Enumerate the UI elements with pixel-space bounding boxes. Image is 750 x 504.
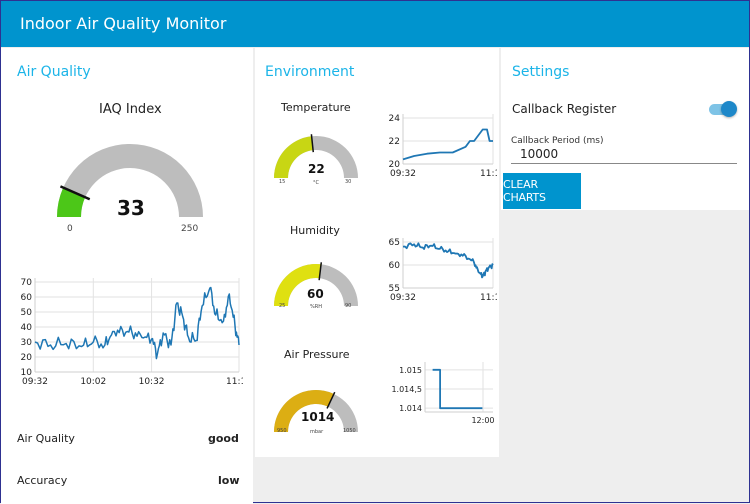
iaq-gauge-track (57, 144, 203, 217)
callback-period-field[interactable]: 10000 (511, 147, 737, 164)
x-tick-label: 11:17 (226, 377, 243, 387)
pressure-gauge-fill (274, 390, 334, 432)
callback-register-toggle[interactable] (707, 100, 739, 118)
pressure-gauge-value: 1014 (301, 410, 335, 424)
air-quality-row-value: good (208, 432, 239, 445)
pressure-gauge-unit: mbar (310, 429, 324, 435)
humidity-gauge-label: Humidity (290, 224, 340, 237)
x-tick-label: 12:00 (471, 416, 494, 425)
y-tick-label: 65 (389, 238, 400, 248)
series-line (34, 286, 240, 360)
x-tick-label: 10:32 (139, 377, 165, 387)
pressure-gauge-label: Air Pressure (284, 348, 350, 361)
x-tick-label: 09:32 (390, 293, 416, 303)
settings-card-title: Settings (512, 64, 570, 80)
humidity-gauge-max: 90 (345, 303, 352, 309)
iaq-gauge (57, 144, 203, 217)
humidity-gauge-needle (318, 262, 323, 281)
air-quality-card-title: Air Quality (17, 64, 91, 80)
accuracy-row-label: Accuracy (17, 474, 68, 487)
y-tick-label: 1.014,5 (391, 385, 422, 394)
pressure-gauge-max: 1050 (343, 428, 356, 434)
humidity-gauge-unit: %RH (310, 304, 322, 310)
y-tick-label: 60 (389, 261, 401, 271)
humidity-gauge-min: 25 (279, 303, 286, 309)
x-tick-label: 11:17 (480, 169, 497, 179)
y-tick-label: 1.014 (399, 404, 422, 413)
environment-card: Environment Temperature 22 15 °C 30 24 22… (255, 48, 499, 457)
iaq-gauge-min: 0 (67, 224, 73, 234)
app-title: Indoor Air Quality Monitor (20, 14, 227, 33)
iaq-gauge-needle (59, 185, 91, 201)
air-quality-row-label: Air Quality (17, 432, 75, 445)
y-tick-label: 24 (389, 114, 401, 124)
y-tick-label: 22 (389, 137, 400, 147)
callback-period-label: Callback Period (ms) (511, 136, 604, 146)
y-tick-label: 50 (21, 308, 33, 318)
temperature-gauge-needle (310, 134, 315, 153)
iaq-gauge-label: IAQ Index (99, 102, 162, 117)
environment-card-title: Environment (265, 64, 355, 80)
y-tick-label: 70 (21, 278, 33, 288)
accuracy-row-value: low (218, 474, 240, 487)
callback-register-label: Callback Register (512, 102, 617, 116)
humidity-gauge-fill (274, 264, 322, 306)
temperature-gauge-unit: °C (313, 180, 319, 186)
humidity-gauge (274, 262, 358, 306)
iaq-gauge-max: 250 (181, 224, 199, 234)
pressure-gauge-needle (326, 391, 336, 409)
x-tick-label: 09:32 (390, 169, 416, 179)
pressure-chart: 1.015 1.014,5 1.014 12:00 (391, 362, 495, 425)
toggle-knob (721, 101, 737, 117)
x-tick-label: 09:32 (22, 377, 48, 387)
humidity-gauge-value: 60 (307, 287, 324, 301)
air-quality-card: Air Quality IAQ Index 33 0 250 70 60 50 40 3… (1, 48, 253, 504)
pressure-gauge-min: 950 (277, 428, 287, 434)
temperature-gauge-fill (274, 136, 314, 178)
temperature-gauge (274, 134, 358, 178)
series-line (402, 242, 494, 279)
settings-card: Settings Callback Register Callback Peri… (501, 48, 749, 210)
pressure-gauge (274, 390, 358, 432)
temperature-gauge-label: Temperature (281, 101, 351, 114)
y-tick-label: 1.015 (399, 366, 422, 375)
x-tick-label: 11:17 (480, 293, 497, 303)
series-line (402, 128, 493, 161)
top-bar: Indoor Air Quality Monitor (1, 1, 749, 47)
y-tick-label: 40 (21, 323, 33, 333)
callback-period-input[interactable]: 10000 (520, 147, 559, 161)
y-tick-label: 10 (21, 368, 33, 378)
y-tick-label: 55 (389, 284, 400, 294)
temperature-gauge-min: 15 (279, 179, 286, 185)
series-line (432, 368, 483, 410)
iaq-gauge-value: 33 (117, 196, 145, 220)
temperature-gauge-value: 22 (308, 162, 325, 176)
clear-charts-button[interactable]: CLEAR CHARTS (503, 173, 581, 209)
y-tick-label: 20 (389, 160, 401, 170)
y-tick-label: 20 (21, 353, 33, 363)
y-tick-label: 60 (21, 293, 33, 303)
temperature-gauge-max: 30 (345, 179, 352, 185)
x-tick-label: 10:02 (80, 377, 106, 387)
y-tick-label: 30 (21, 338, 33, 348)
